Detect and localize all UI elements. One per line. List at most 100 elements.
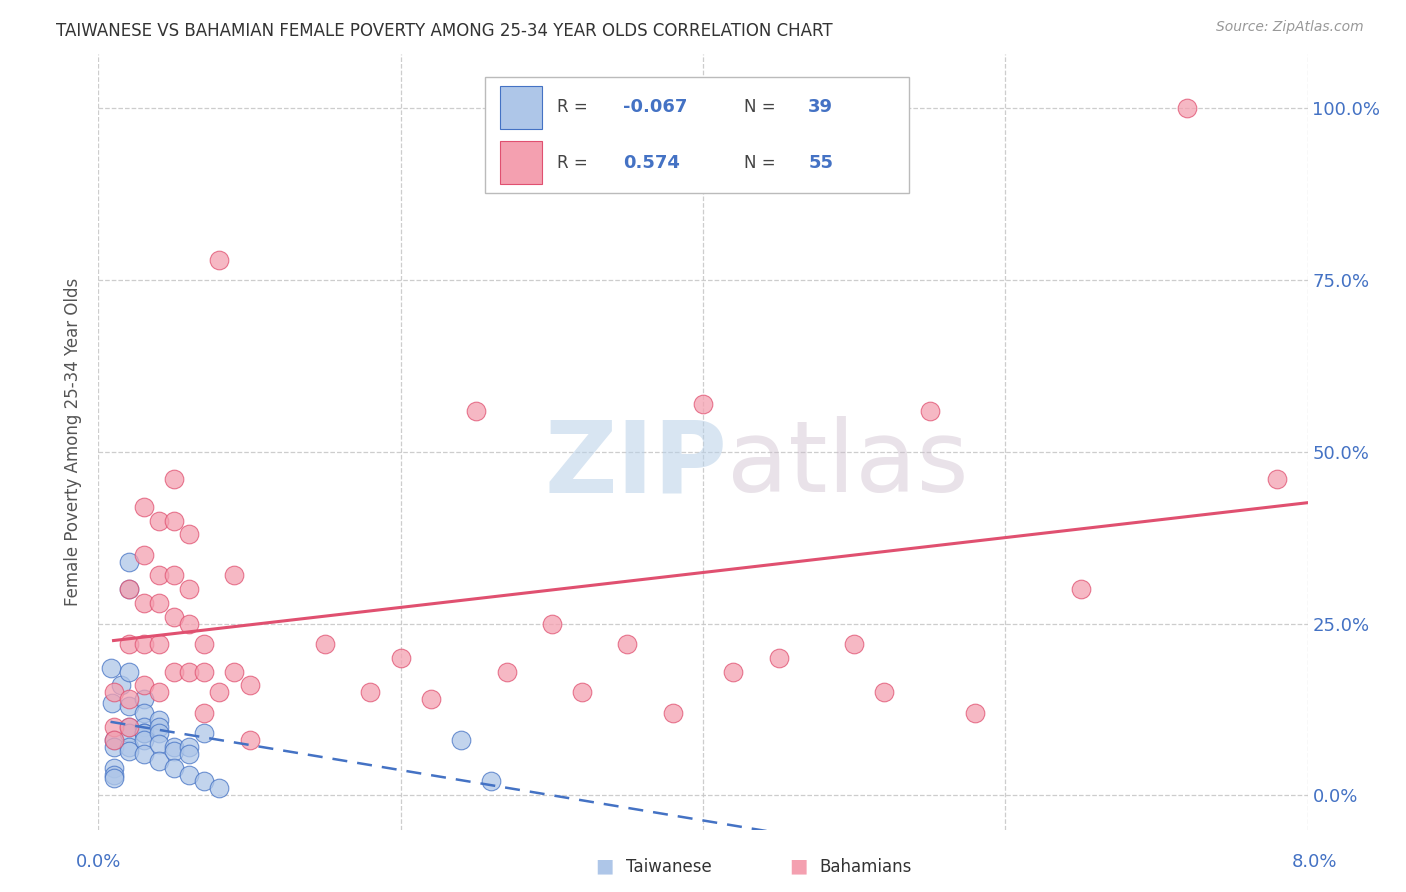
Point xyxy=(118,582,141,597)
Point xyxy=(1175,102,1198,116)
Point xyxy=(163,568,186,582)
Point xyxy=(179,527,201,541)
Point xyxy=(132,596,155,610)
Point xyxy=(148,685,170,699)
Point xyxy=(118,726,141,740)
Point xyxy=(148,720,170,734)
Point xyxy=(768,651,790,665)
Text: Bahamians: Bahamians xyxy=(820,858,912,876)
Point xyxy=(495,665,517,679)
Point xyxy=(148,726,170,740)
Y-axis label: Female Poverty Among 25-34 Year Olds: Female Poverty Among 25-34 Year Olds xyxy=(65,277,83,606)
Point xyxy=(118,743,141,757)
Point xyxy=(616,637,638,651)
Point xyxy=(100,661,122,675)
Text: R =: R = xyxy=(557,98,593,117)
Text: ■: ■ xyxy=(789,857,808,876)
Text: N =: N = xyxy=(744,98,780,117)
Point xyxy=(163,743,186,757)
Point xyxy=(148,754,170,768)
Point xyxy=(132,548,155,562)
Point xyxy=(208,781,231,796)
Text: atlas: atlas xyxy=(727,417,969,513)
Point xyxy=(723,665,745,679)
Point xyxy=(103,740,125,755)
Point xyxy=(148,713,170,727)
Text: ■: ■ xyxy=(595,857,614,876)
Point xyxy=(239,733,262,747)
Point xyxy=(118,582,141,597)
Point xyxy=(148,514,170,528)
Point xyxy=(118,720,141,734)
Point xyxy=(571,685,593,699)
Point xyxy=(132,706,155,720)
Point xyxy=(132,726,155,740)
Point xyxy=(103,733,125,747)
Point xyxy=(163,740,186,755)
Point xyxy=(163,609,186,624)
Point xyxy=(118,720,141,734)
Text: 0.0%: 0.0% xyxy=(76,853,121,871)
Point xyxy=(132,692,155,706)
FancyBboxPatch shape xyxy=(485,77,908,194)
Point xyxy=(148,596,170,610)
Point xyxy=(103,685,125,699)
Point xyxy=(163,665,186,679)
Point xyxy=(148,737,170,751)
Point xyxy=(103,720,125,734)
Point xyxy=(118,698,141,713)
Point xyxy=(132,733,155,747)
Point xyxy=(420,692,443,706)
Point xyxy=(179,740,201,755)
Point xyxy=(193,665,215,679)
Point xyxy=(360,685,382,699)
Point xyxy=(163,514,186,528)
Text: 8.0%: 8.0% xyxy=(1292,853,1337,871)
Point xyxy=(132,637,155,651)
Text: 39: 39 xyxy=(808,98,834,117)
Point xyxy=(103,733,125,747)
Point xyxy=(132,726,155,740)
Point xyxy=(224,568,246,582)
Text: ZIP: ZIP xyxy=(544,417,727,513)
Text: R =: R = xyxy=(557,153,593,171)
Point xyxy=(1267,472,1289,486)
Point xyxy=(314,637,336,651)
Point xyxy=(481,774,503,789)
Point xyxy=(163,472,186,486)
Point xyxy=(208,252,231,267)
Text: Source: ZipAtlas.com: Source: ZipAtlas.com xyxy=(1216,20,1364,34)
Point xyxy=(873,685,896,699)
Point xyxy=(132,747,155,761)
Point xyxy=(103,761,125,775)
Point xyxy=(118,740,141,755)
Point xyxy=(148,568,170,582)
Point xyxy=(450,733,472,747)
Point xyxy=(965,706,987,720)
Point xyxy=(1070,582,1092,597)
Text: 55: 55 xyxy=(808,153,834,171)
Point xyxy=(101,696,124,710)
Point xyxy=(179,747,201,761)
Point xyxy=(918,403,941,417)
Bar xyxy=(501,87,543,128)
Point xyxy=(163,761,186,775)
Point xyxy=(389,651,412,665)
Point xyxy=(179,665,201,679)
Point xyxy=(132,500,155,514)
Point xyxy=(132,720,155,734)
Point xyxy=(239,678,262,692)
Bar xyxy=(501,141,543,184)
Point xyxy=(118,665,141,679)
Point xyxy=(193,726,215,740)
Point xyxy=(118,555,141,569)
Text: -0.067: -0.067 xyxy=(623,98,688,117)
Point xyxy=(179,582,201,597)
Point xyxy=(148,637,170,651)
Point xyxy=(193,774,215,789)
Point xyxy=(844,637,866,651)
Point xyxy=(118,692,141,706)
Text: Taiwanese: Taiwanese xyxy=(626,858,711,876)
Point xyxy=(132,678,155,692)
Point xyxy=(662,706,685,720)
